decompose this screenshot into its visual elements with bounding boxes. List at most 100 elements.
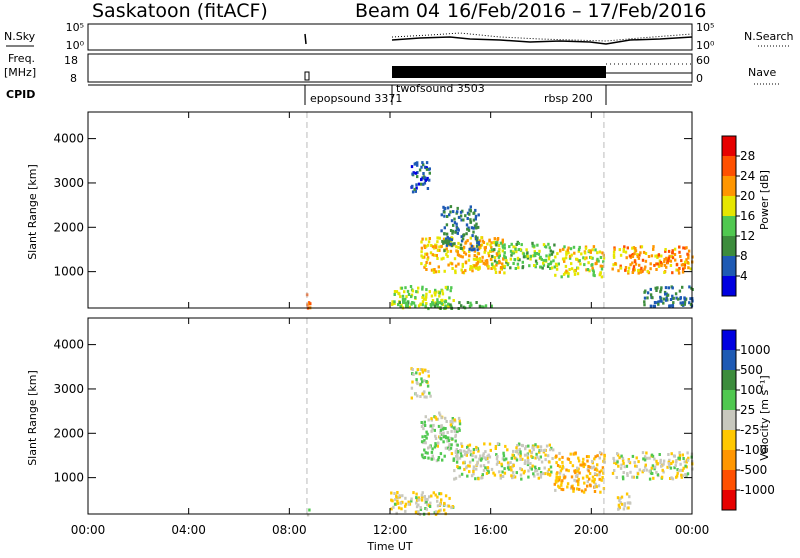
data-cell [651,464,655,468]
data-cell [517,266,520,270]
data-cell [448,296,451,300]
data-cell [647,255,651,258]
colorbar-swatch [722,450,736,470]
data-cell [431,427,434,431]
data-cell [558,457,561,461]
data-cell [496,442,500,446]
data-cell [439,452,443,456]
data-cell [666,257,669,261]
data-cell [394,498,397,502]
data-cell [582,457,585,461]
data-cell [434,270,438,274]
data-cell [473,254,476,257]
data-cell [572,245,576,249]
data-cell [496,455,499,458]
data-cell [438,492,441,496]
data-cell [414,189,417,193]
data-cell [671,249,674,253]
data-cell [583,481,586,485]
data-cell [450,506,453,510]
data-cell [675,268,678,272]
data-cell [664,292,667,296]
data-cell [581,461,585,464]
data-cell [657,300,660,304]
data-cell [421,435,424,439]
data-cell [529,466,532,470]
cpid-segment-2: twofsound 3503 [396,82,485,95]
data-cell [643,303,646,307]
data-cell [522,252,526,256]
data-cell [519,458,522,461]
data-cell [539,445,543,449]
data-cell [451,417,454,420]
data-cell [686,451,689,455]
data-cell [586,475,589,479]
data-cell [484,456,488,460]
data-cell [673,466,676,470]
data-cell [623,245,626,249]
data-cell [684,297,688,301]
data-cell [483,442,486,446]
data-cell [660,286,663,290]
data-cell [488,442,492,446]
colorbar-tick-label: 1000 [740,343,771,357]
data-cell [586,484,589,488]
data-cell [423,424,427,427]
data-cell [432,457,435,461]
data-cell [495,263,498,267]
data-cell [425,292,428,296]
data-cell [600,275,604,279]
data-cell [415,492,418,496]
data-cell [515,243,518,246]
data-cell [414,171,418,175]
data-cell [495,462,499,466]
data-cell [490,304,493,308]
data-cell [461,262,464,266]
data-cell [306,513,310,517]
colorbar-tick-label: 4 [740,269,748,283]
data-cell [536,472,539,476]
data-cell [417,496,421,500]
data-cell [555,264,559,268]
y-tick-label: 2000 [53,220,84,234]
colorbar-swatch [722,276,736,296]
data-cell [666,261,669,265]
data-cell [683,263,687,267]
data-cell [683,460,686,464]
data-cell [424,441,427,445]
data-cell [554,255,557,259]
data-cell [400,507,403,511]
data-cell [438,291,441,295]
data-cell [498,247,501,251]
data-cell [443,508,446,512]
data-cell [425,167,429,171]
data-cell [592,245,596,249]
data-cell [631,475,634,479]
data-cell [453,418,456,422]
data-cell [598,477,601,481]
data-cell [440,498,443,502]
data-cell [403,290,406,294]
data-cell [634,464,637,468]
data-cell [532,448,535,452]
data-cell [679,297,682,301]
data-cell [514,267,517,270]
data-cell [456,210,459,214]
data-cell [506,466,510,470]
data-cell [653,457,656,461]
data-cell [477,213,480,217]
data-cell [413,187,416,191]
data-cell [446,215,449,218]
data-cell [601,264,605,268]
data-cell [529,254,532,258]
data-cell [561,479,564,483]
data-cell [423,246,427,249]
data-cell [450,219,454,223]
data-cell [590,256,593,260]
data-cell [474,455,477,459]
data-cell [447,305,450,309]
data-cell [427,167,430,171]
data-cell [430,417,433,421]
data-cell [451,229,455,233]
data-cell [437,424,441,428]
